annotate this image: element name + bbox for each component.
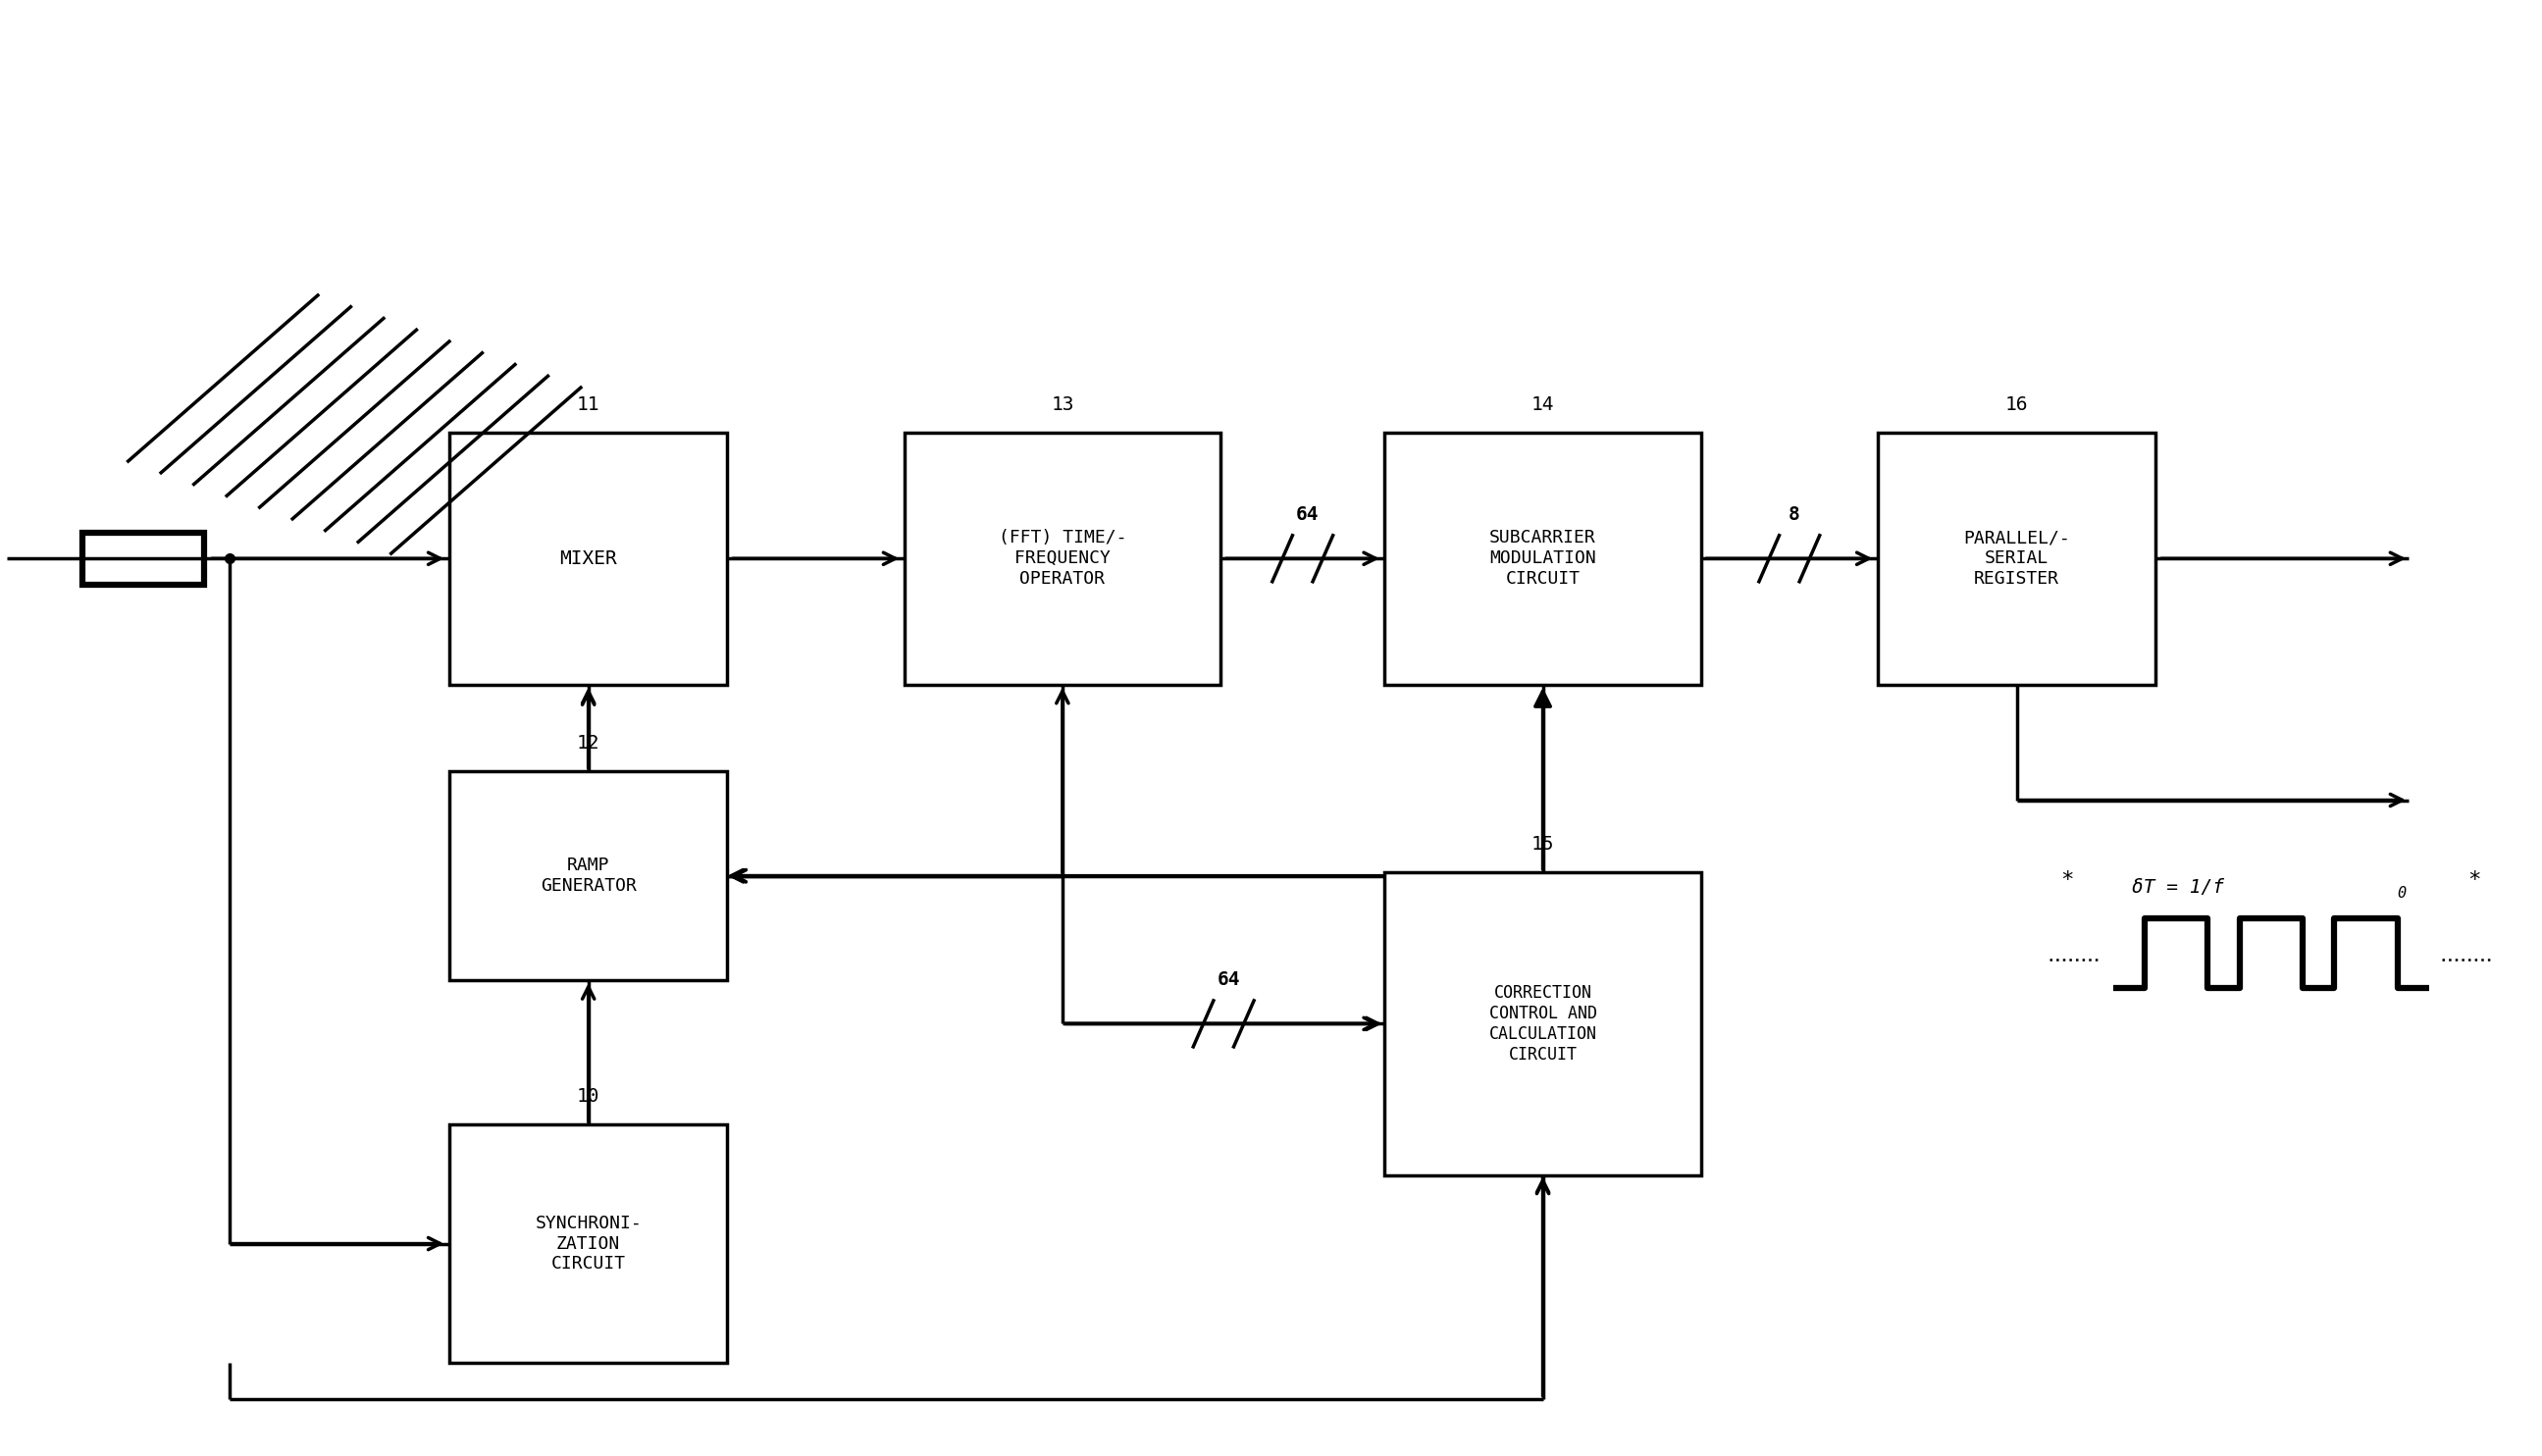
Bar bbox=[1385, 872, 1701, 1175]
Text: *: * bbox=[2062, 869, 2074, 890]
Text: 64: 64 bbox=[1218, 971, 1240, 989]
Text: 10: 10 bbox=[577, 1088, 600, 1107]
Text: 8: 8 bbox=[1790, 505, 1800, 524]
Text: 12: 12 bbox=[577, 734, 600, 753]
Bar bbox=[450, 1124, 727, 1363]
Text: 15: 15 bbox=[1530, 834, 1553, 853]
Text: *: * bbox=[2468, 869, 2481, 890]
Text: δT = 1/f: δT = 1/f bbox=[2133, 878, 2224, 897]
Bar bbox=[1879, 432, 2156, 684]
Text: CORRECTION
CONTROL AND
CALCULATION
CIRCUIT: CORRECTION CONTROL AND CALCULATION CIRCU… bbox=[1490, 984, 1596, 1063]
Text: 64: 64 bbox=[1296, 505, 1319, 524]
Text: SUBCARRIER
MODULATION
CIRCUIT: SUBCARRIER MODULATION CIRCUIT bbox=[1490, 530, 1596, 588]
Text: 14: 14 bbox=[1530, 395, 1553, 414]
Text: PARALLEL/-
SERIAL
REGISTER: PARALLEL/- SERIAL REGISTER bbox=[1962, 530, 2069, 588]
Text: SYNCHRONI-
ZATION
CIRCUIT: SYNCHRONI- ZATION CIRCUIT bbox=[534, 1214, 641, 1273]
Text: 11: 11 bbox=[577, 395, 600, 414]
Text: (FFT) TIME/-
FREQUENCY
OPERATOR: (FFT) TIME/- FREQUENCY OPERATOR bbox=[999, 530, 1126, 588]
Bar bbox=[84, 533, 203, 584]
Text: RAMP
GENERATOR: RAMP GENERATOR bbox=[541, 856, 636, 895]
Text: 16: 16 bbox=[2006, 395, 2029, 414]
Bar bbox=[450, 772, 727, 980]
Bar bbox=[1385, 432, 1701, 684]
Bar bbox=[450, 432, 727, 684]
Bar bbox=[905, 432, 1220, 684]
Text: 13: 13 bbox=[1050, 395, 1073, 414]
Text: MIXER: MIXER bbox=[559, 549, 618, 568]
Text: 0: 0 bbox=[2397, 887, 2407, 901]
